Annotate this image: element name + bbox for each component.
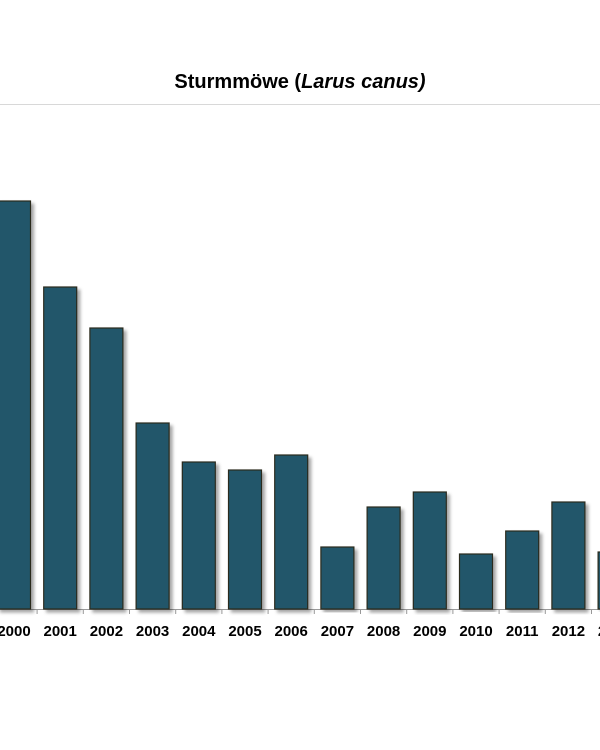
bar — [412, 491, 447, 610]
bar — [89, 327, 124, 610]
bar — [274, 454, 309, 610]
x-tick-label: 2003 — [136, 623, 169, 640]
bar — [505, 530, 540, 610]
x-tick-label: 2004 — [182, 623, 216, 640]
x-tick-label: 2001 — [44, 623, 77, 640]
bar — [597, 551, 600, 610]
bar — [227, 469, 263, 610]
bar — [551, 501, 586, 610]
x-tick-label: 2007 — [321, 623, 354, 640]
bar — [135, 422, 170, 610]
bar — [0, 200, 32, 610]
x-tick-label: 2013 — [598, 623, 600, 640]
x-tick-label: 2002 — [90, 623, 123, 640]
x-tick-label: 2000 — [0, 623, 31, 640]
x-tick-label: 2009 — [413, 623, 446, 640]
title-species: Larus canus) — [301, 71, 426, 93]
bar — [320, 546, 355, 610]
x-tick-label: 2012 — [552, 623, 585, 640]
x-tick-label: 2008 — [367, 623, 400, 640]
chart-title: Sturmmöwe (Larus canus) — [174, 71, 426, 93]
bar — [181, 461, 216, 610]
x-tick-label: 2006 — [275, 623, 308, 640]
bar — [366, 506, 401, 610]
x-tick-label: 2011 — [506, 623, 539, 640]
title-text: Sturmmöwe ( — [174, 71, 301, 93]
x-tick-label: 2010 — [459, 623, 492, 640]
x-tick-label: 2005 — [228, 623, 261, 640]
bar — [458, 553, 494, 610]
bar — [43, 286, 78, 610]
